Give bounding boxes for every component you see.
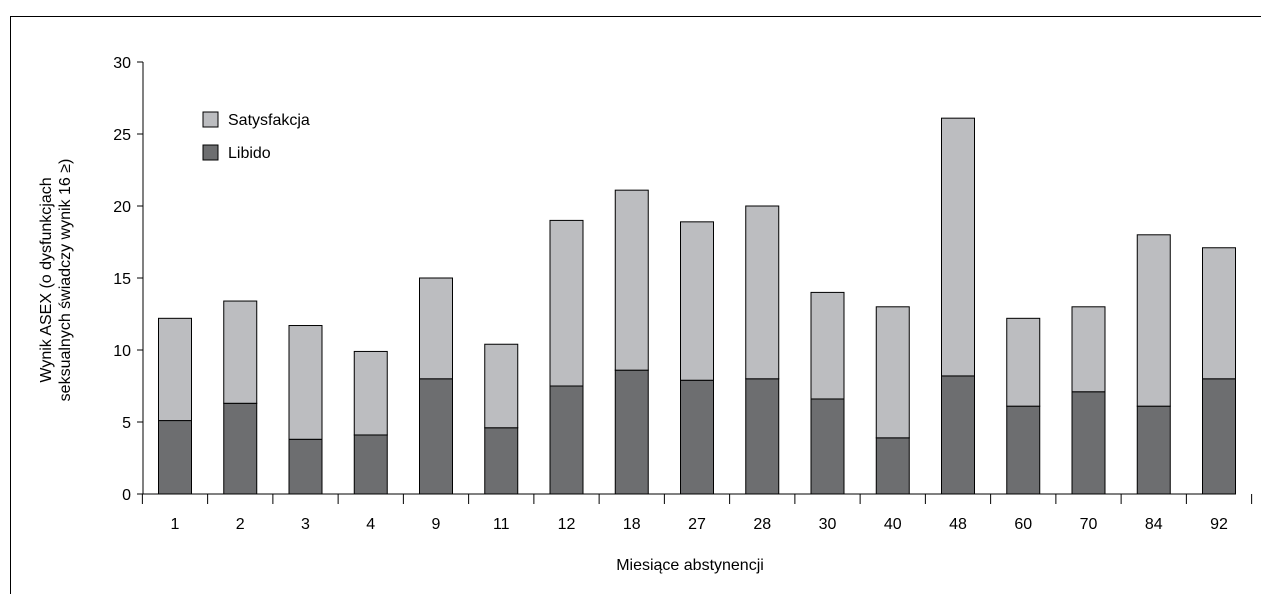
x-tick-label-70: 70: [1080, 516, 1098, 533]
bar-libido-2: [223, 402, 258, 495]
x-tick-label-9: 9: [432, 516, 441, 533]
bar-satysfakcja-18: [614, 189, 649, 371]
y-axis-label: Wynik ASEX (o dysfunkcjach seksualnych św…: [38, 159, 74, 402]
bar-satysfakcja-84: [1136, 234, 1171, 407]
x-tick-label-18: 18: [623, 516, 641, 533]
y-tick-label-20: 20: [113, 199, 131, 216]
bar-libido-92: [1202, 378, 1236, 495]
x-tick-label-2: 2: [236, 516, 245, 533]
y-tick-label-0: 0: [122, 487, 131, 504]
x-tick-label-60: 60: [1014, 516, 1032, 533]
x-tick-label-92: 92: [1210, 516, 1228, 533]
legend: Satysfakcja Libido: [202, 111, 310, 162]
legend-swatch-satysfakcja: [202, 111, 219, 128]
chart-frame: [10, 16, 1261, 594]
bar-satysfakcja-1: [158, 317, 192, 422]
axis-labels: Miesiące abstynencji Wynik ASEX (o dysfun…: [38, 159, 764, 574]
y-tick-label-30: 30: [113, 55, 131, 72]
bar-libido-70: [1071, 391, 1106, 495]
bar-libido-11: [484, 427, 519, 495]
x-tick-label-4: 4: [366, 516, 375, 533]
legend-swatch-libido: [202, 144, 219, 161]
bar-satysfakcja-60: [1006, 317, 1041, 407]
bar-satysfakcja-9: [419, 277, 453, 380]
bar-libido-9: [419, 378, 453, 495]
bar-satysfakcja-48: [941, 117, 975, 377]
bar-satysfakcja-30: [810, 291, 845, 400]
bar-libido-4: [353, 434, 388, 495]
bar-satysfakcja-11: [484, 343, 519, 429]
bar-satysfakcja-28: [745, 205, 780, 380]
x-tick-label-48: 48: [949, 516, 967, 533]
bar-libido-18: [614, 369, 649, 495]
x-tick-label-11: 11: [493, 516, 510, 533]
x-tick-label-30: 30: [819, 516, 837, 533]
bar-libido-28: [745, 378, 780, 495]
legend-label-satysfakcja: Satysfakcja: [228, 112, 310, 129]
y-axis-label-line-1: Wynik ASEX (o dysfunkcjach: [38, 177, 55, 382]
bar-libido-60: [1006, 405, 1041, 495]
x-axis-label: Miesiące abstynencji: [616, 557, 764, 574]
x-tick-label-12: 12: [558, 516, 576, 533]
bar-libido-27: [680, 379, 714, 495]
bar-libido-84: [1136, 405, 1171, 495]
legend-label-libido: Libido: [228, 145, 271, 162]
bar-satysfakcja-92: [1202, 247, 1236, 380]
x-tick-label-1: 1: [171, 516, 180, 533]
x-tick-label-40: 40: [884, 516, 902, 533]
y-tick-label-5: 5: [122, 415, 131, 432]
y-tick-label-25: 25: [113, 127, 131, 144]
y-axis-label-line-2: seksualnych świadczy wynik 16 ≥): [57, 159, 74, 402]
bar-libido-40: [875, 437, 910, 495]
x-tick-label-27: 27: [688, 516, 706, 533]
bar-satysfakcja-70: [1071, 306, 1106, 393]
bar-satysfakcja-4: [353, 350, 388, 436]
bar-libido-1: [158, 420, 192, 495]
bar-satysfakcja-12: [549, 219, 584, 387]
bar-libido-12: [549, 385, 584, 495]
bars-group: [158, 117, 1236, 495]
x-tick-label-84: 84: [1145, 516, 1163, 533]
bar-libido-3: [288, 438, 323, 495]
bar-satysfakcja-27: [680, 221, 714, 381]
x-tick-label-3: 3: [301, 516, 310, 533]
bar-satysfakcja-2: [223, 300, 258, 404]
bar-libido-48: [941, 375, 975, 495]
bar-satysfakcja-40: [875, 306, 910, 439]
bar-satysfakcja-3: [288, 325, 323, 440]
y-tick-label-10: 10: [113, 343, 131, 360]
x-tick-label-28: 28: [753, 516, 771, 533]
bar-libido-30: [810, 398, 845, 495]
y-tick-label-15: 15: [113, 271, 131, 288]
